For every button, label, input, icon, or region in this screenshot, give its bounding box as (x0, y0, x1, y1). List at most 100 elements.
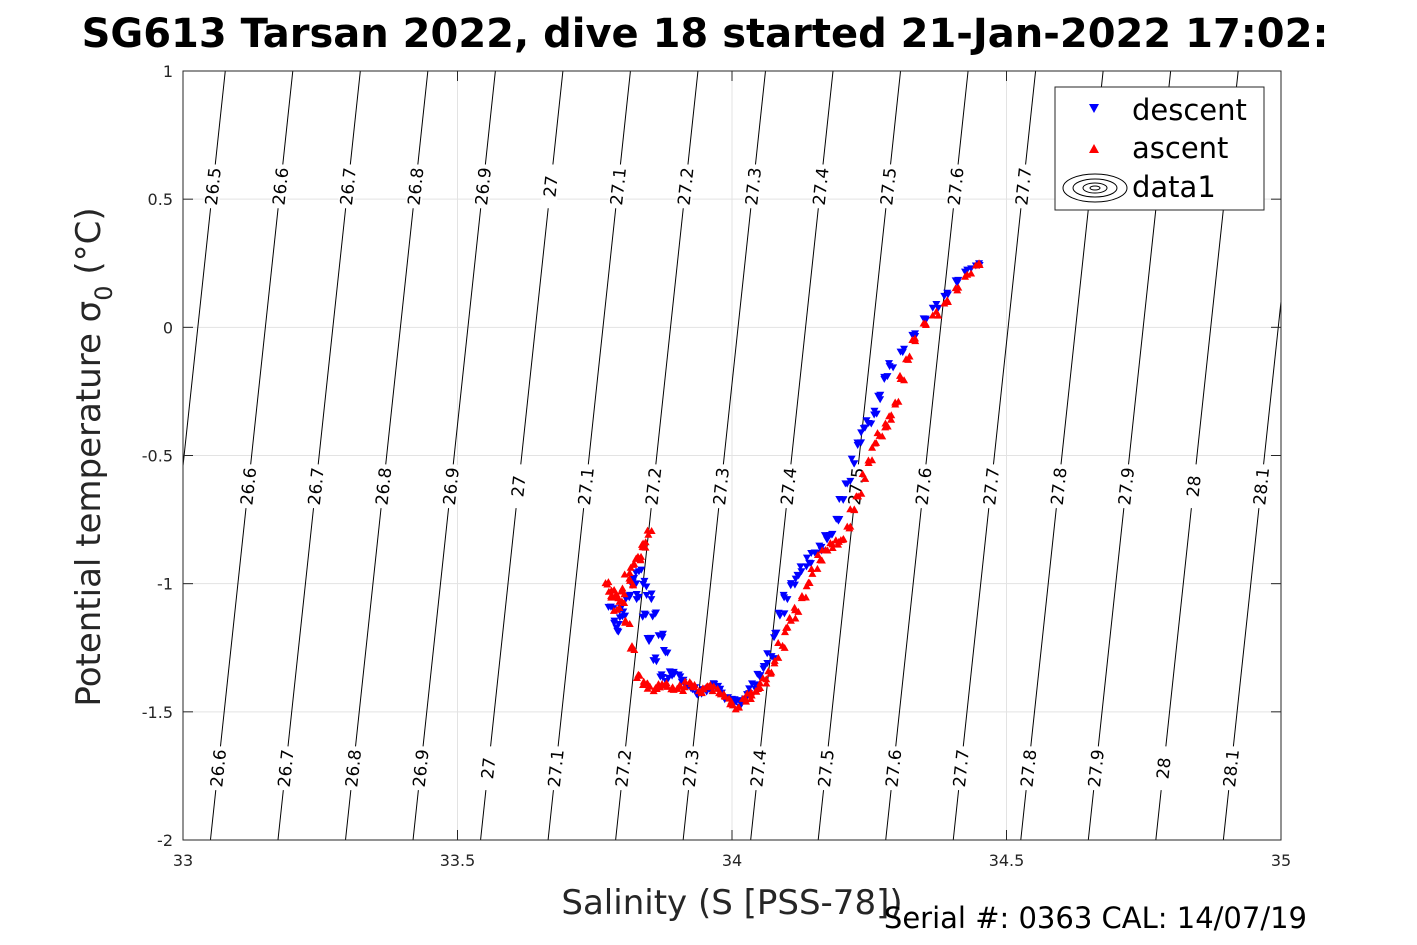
descent-point (614, 620, 623, 628)
ascent-point (954, 283, 963, 291)
descent-point (835, 515, 844, 523)
ascent-point (698, 684, 707, 692)
ascent-point (679, 686, 688, 694)
ascent-point (828, 540, 837, 548)
ascent-point (887, 415, 896, 423)
ascent-point (782, 623, 791, 631)
ascent-point (620, 590, 629, 598)
contour-label: 27 (540, 175, 562, 199)
contour-label: 26.6 (269, 167, 293, 207)
descent-point (823, 536, 832, 544)
contour-label: 27.8 (1048, 466, 1072, 506)
descent-point (805, 559, 814, 567)
descent-point (817, 543, 826, 551)
contour-label: 27.1 (545, 748, 569, 788)
descent-point (771, 630, 780, 638)
descent-point (780, 610, 789, 618)
ascent-point (643, 684, 652, 692)
descent-point (900, 345, 909, 353)
contour-label-bg (815, 745, 837, 791)
descent-point (861, 424, 870, 432)
contour-label: 27.5 (815, 748, 839, 788)
ascent-point (615, 604, 624, 612)
contour-label-bg (1085, 745, 1107, 791)
contour-label: 27.2 (675, 167, 699, 207)
contour-label: 27.3 (710, 466, 734, 506)
descent-point (802, 563, 811, 571)
x-tick-label: 35 (1271, 851, 1291, 870)
descent-point (654, 632, 663, 640)
ascent-point (713, 684, 722, 692)
contour-label: 27.7 (980, 466, 1004, 506)
y-tick-label: -1 (157, 575, 173, 594)
contour-label: 27.1 (575, 466, 599, 506)
contour-label-bg (373, 463, 394, 509)
contour-label-bg (477, 745, 499, 791)
contour-label: 27.7 (1012, 167, 1036, 207)
ascent-point (875, 431, 884, 439)
contour-label: 26.8 (342, 748, 366, 788)
contour-label-bg (643, 463, 664, 509)
descent-point (770, 634, 779, 642)
ascent-point (694, 687, 703, 695)
ascent-point (687, 680, 696, 688)
descent-point (676, 673, 685, 681)
ascent-point (804, 578, 813, 586)
descent-point (751, 681, 760, 689)
descent-point (843, 480, 852, 488)
x-axis-label: Salinity (S [PSS-78]) (561, 883, 902, 923)
x-tick-label: 33.5 (440, 851, 476, 870)
ascent-point (791, 614, 800, 622)
descent-point (647, 596, 656, 604)
ascent-point (630, 645, 639, 653)
contour-label-bg (1012, 163, 1034, 210)
descent-point (797, 568, 806, 576)
ascent-point (603, 580, 612, 588)
ascent-point (647, 526, 656, 534)
ascent-point (821, 545, 830, 553)
contour-label-bg (238, 463, 259, 509)
ascent-point (808, 569, 817, 577)
ascent-point (669, 685, 678, 693)
descent-point (652, 658, 661, 666)
contour-label-bg (207, 745, 229, 791)
legend-label-data1: data1 (1132, 170, 1216, 204)
contour-label: 27.2 (612, 748, 636, 788)
contour-label: 27.8 (1017, 748, 1041, 788)
descent-point (934, 304, 943, 312)
contour-label: 26.6 (237, 466, 261, 506)
descent-point (775, 612, 784, 620)
legend-marker-data1 (1062, 173, 1128, 203)
contour-label: 27.5 (877, 167, 901, 207)
contour-label: 26.7 (275, 748, 299, 788)
descent-point (786, 580, 795, 588)
descent-point (780, 594, 789, 602)
descent-point (796, 563, 805, 571)
contour-label-bg (508, 463, 529, 509)
ascent-point (881, 419, 890, 427)
ascent-point (681, 677, 690, 685)
contour-label-bg (680, 745, 702, 791)
contour-label: 26.5 (202, 167, 226, 207)
descent-point (730, 696, 739, 704)
ascent-point (885, 412, 894, 420)
ascent-point (612, 590, 621, 598)
contour-label: 26.9 (472, 167, 496, 207)
y-axis-ticks: -2 -1.5 -1 -0.5 0 0.5 1 (142, 62, 1281, 850)
ascent-point (943, 296, 952, 304)
descent-point (874, 392, 883, 400)
ascent-point (850, 505, 859, 513)
contour-label-bg (913, 463, 934, 509)
descent-point (943, 289, 952, 297)
contour-label-bg (607, 163, 629, 210)
ascent-point (921, 320, 930, 328)
descent-point (880, 375, 889, 383)
contour-label-bg (575, 463, 597, 509)
ascent-point (675, 681, 684, 689)
contour-label-bg (405, 163, 426, 210)
descent-point (889, 364, 898, 372)
contour-label-bg (1115, 463, 1137, 509)
contour-label: 27.9 (1085, 748, 1109, 788)
contour-label-bg (1183, 463, 1205, 509)
descent-point (669, 668, 678, 676)
